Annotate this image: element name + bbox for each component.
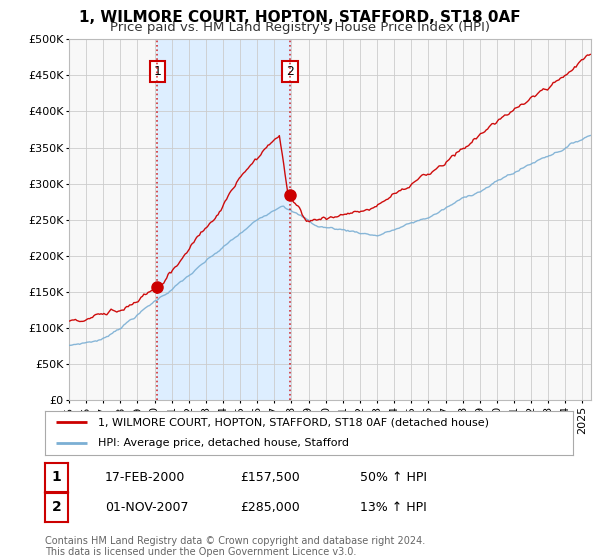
Text: £285,000: £285,000 — [240, 501, 300, 515]
Text: 17-FEB-2000: 17-FEB-2000 — [105, 471, 185, 484]
Text: 1, WILMORE COURT, HOPTON, STAFFORD, ST18 0AF: 1, WILMORE COURT, HOPTON, STAFFORD, ST18… — [79, 10, 521, 25]
Text: Price paid vs. HM Land Registry's House Price Index (HPI): Price paid vs. HM Land Registry's House … — [110, 21, 490, 34]
Text: 1, WILMORE COURT, HOPTON, STAFFORD, ST18 0AF (detached house): 1, WILMORE COURT, HOPTON, STAFFORD, ST18… — [98, 417, 489, 427]
Text: £157,500: £157,500 — [240, 471, 300, 484]
Text: 13% ↑ HPI: 13% ↑ HPI — [360, 501, 427, 515]
Bar — [157, 39, 290, 400]
Text: HPI: Average price, detached house, Stafford: HPI: Average price, detached house, Staf… — [98, 438, 349, 449]
Text: 01-NOV-2007: 01-NOV-2007 — [105, 501, 188, 515]
Text: 1: 1 — [154, 65, 161, 78]
Text: 2: 2 — [286, 65, 294, 78]
Text: Contains HM Land Registry data © Crown copyright and database right 2024.
This d: Contains HM Land Registry data © Crown c… — [45, 535, 425, 557]
Text: 50% ↑ HPI: 50% ↑ HPI — [360, 471, 427, 484]
Text: 1: 1 — [52, 470, 61, 484]
Text: 2: 2 — [52, 501, 61, 514]
